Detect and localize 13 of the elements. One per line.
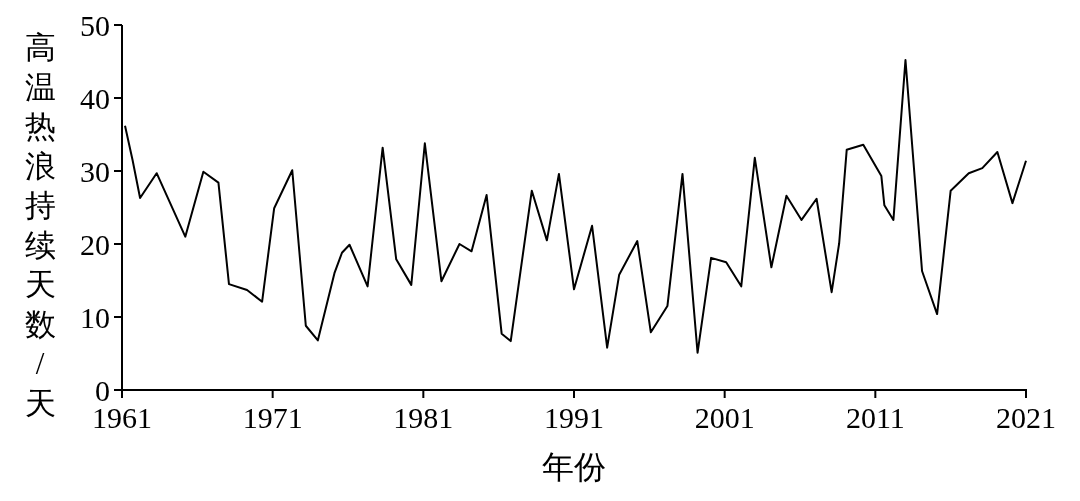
y-tick-label: 30 <box>80 154 110 188</box>
x-tick-label: 2021 <box>996 401 1056 434</box>
y-tick-label: 20 <box>80 227 110 261</box>
y-axis-title: 高温热浪持续天数/天 <box>24 30 56 421</box>
x-axis-title: 年份 <box>542 449 606 485</box>
x-tick-label: 2011 <box>845 401 905 434</box>
y-tick-label: 40 <box>80 81 110 115</box>
y-tick-label: 50 <box>80 8 110 42</box>
y-tick-label: 10 <box>80 300 110 334</box>
x-tick-label: 1981 <box>393 401 454 434</box>
x-tick-label: 2001 <box>694 401 755 434</box>
x-tick-label: 1991 <box>544 401 604 434</box>
x-tick-label: 1971 <box>242 401 303 434</box>
